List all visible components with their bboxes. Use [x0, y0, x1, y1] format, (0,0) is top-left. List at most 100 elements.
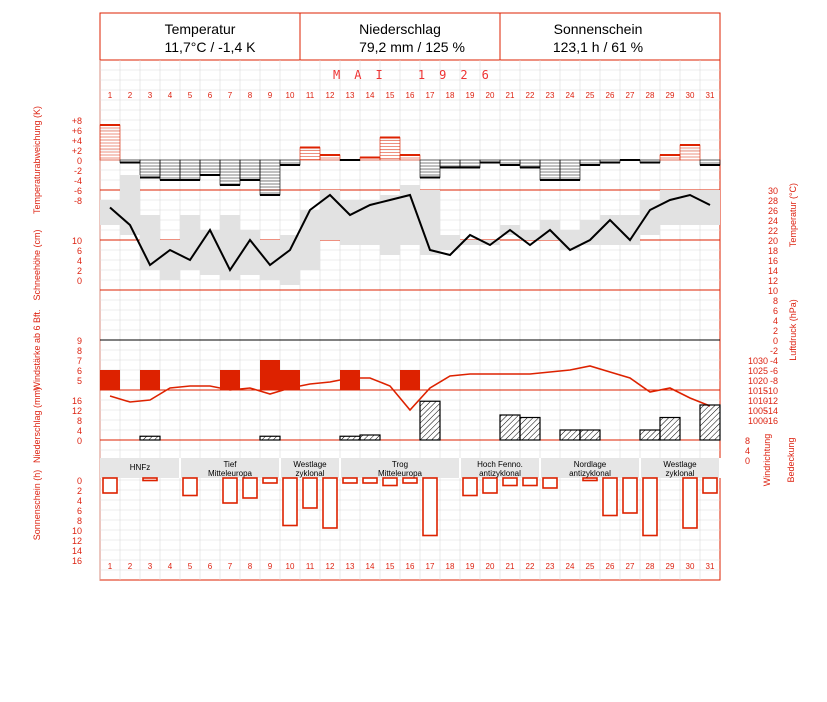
temperature-tick: -4	[770, 356, 778, 366]
weather-type-label: antizyklonal	[569, 469, 611, 478]
day-label-bottom: 24	[566, 562, 575, 571]
day-label-bottom: 18	[446, 562, 455, 571]
temp-range-bar	[280, 235, 300, 285]
day-label-bottom: 2	[128, 562, 133, 571]
precipitation-value: 79,2 mm / 125 %	[359, 39, 465, 55]
cloud-tick: 4	[745, 446, 750, 456]
temp-range-bar	[520, 230, 540, 240]
precipitation-bar	[339, 435, 361, 441]
temp-range-bar	[400, 185, 420, 245]
precipitation-bar	[259, 435, 281, 441]
temperature-tick: 10	[768, 286, 778, 296]
temperature-tick: -14	[765, 406, 778, 416]
temperature-tick: -2	[770, 346, 778, 356]
wind-tick: 6	[77, 366, 82, 376]
sunshine-tick: 16	[72, 556, 82, 566]
day-label-bottom: 10	[286, 562, 295, 571]
temp-deviation-tick: +2	[72, 146, 82, 156]
day-label-bottom: 12	[326, 562, 335, 571]
cloud-tick: 8	[745, 436, 750, 446]
temperature-label: Temperatur	[165, 21, 236, 37]
temperature-tick: 14	[768, 266, 778, 276]
sunshine-bar	[382, 477, 398, 487]
sunshine-bar	[682, 477, 698, 529]
sunshine-bar	[302, 477, 318, 509]
temp-range-bar	[300, 210, 320, 270]
temperature-tick: 18	[768, 246, 778, 256]
month-title: MAI 1926	[333, 68, 503, 82]
sunshine-bar	[142, 477, 158, 482]
wind-bar	[400, 370, 420, 390]
sunshine-bar	[642, 477, 658, 537]
day-label-bottom: 19	[466, 562, 475, 571]
temp-deviation-tick: +6	[72, 126, 82, 136]
temp-range-bar	[320, 190, 340, 240]
day-label-bottom: 1	[108, 562, 113, 571]
temp-range-bar	[100, 200, 120, 225]
day-label-bottom: 25	[586, 562, 595, 571]
wind-bar	[220, 370, 240, 390]
precipitation-bar	[499, 414, 521, 441]
sunshine-tick: 8	[77, 516, 82, 526]
weather-type-label: antizyklonal	[479, 469, 521, 478]
temp-deviation-bar	[459, 159, 481, 168]
sunshine-bar	[402, 477, 418, 484]
sunshine-label: Sonnenschein	[554, 21, 643, 37]
weather-type-label: HNFz	[130, 463, 150, 472]
sunshine-tick: 14	[72, 546, 82, 556]
temp-deviation-tick: -4	[74, 176, 82, 186]
day-label-bottom: 6	[208, 562, 213, 571]
day-label-top: 10	[286, 91, 295, 100]
temp-range-bar	[160, 240, 180, 280]
temperature-tick: -8	[770, 376, 778, 386]
day-label-top: 22	[526, 91, 535, 100]
precipitation-bar	[139, 435, 161, 441]
wind-tick: 8	[77, 346, 82, 356]
sunshine-value: 123,1 h / 61 %	[553, 39, 643, 55]
temp-range-bar	[380, 195, 400, 255]
precipitation-bar	[579, 429, 601, 441]
day-label-top: 26	[606, 91, 615, 100]
sunshine-tick: 4	[77, 496, 82, 506]
sunshine-bar	[622, 477, 638, 514]
sunshine-bar	[582, 477, 598, 482]
snow-tick: 10	[72, 236, 82, 246]
day-label-top: 18	[446, 91, 455, 100]
wind-tick: 5	[77, 376, 82, 386]
temp-range-bar	[240, 230, 260, 275]
day-label-top: 30	[686, 91, 695, 100]
precipitation-bar	[659, 416, 681, 441]
temp-deviation-tick: +8	[72, 116, 82, 126]
temperature-tick: 4	[773, 316, 778, 326]
precipitation-bar	[699, 404, 721, 441]
temperature-tick: 16	[768, 256, 778, 266]
pressure-tick: 1025	[748, 366, 768, 376]
chart-labels: 1122334455667788991010111112121313141415…	[32, 91, 798, 571]
day-label-bottom: 31	[706, 562, 715, 571]
weather-type-label: Hoch Fenno.	[477, 460, 523, 469]
temperature-tick: 8	[773, 296, 778, 306]
sunshine-tick: 2	[77, 486, 82, 496]
snow-tick: 6	[77, 246, 82, 256]
temp-range-bar	[420, 190, 440, 255]
day-label-top: 1	[108, 91, 113, 100]
day-label-top: 8	[248, 91, 253, 100]
temperature-value: 11,7°C / -1,4 K	[165, 39, 257, 55]
sunshine-bar	[522, 477, 538, 487]
sunshine-bar	[322, 477, 338, 529]
day-label-top: 21	[506, 91, 515, 100]
weather-type-label: Westlage	[293, 460, 327, 469]
wind-bar	[260, 360, 280, 390]
temp-range-bar	[200, 230, 220, 275]
header: Temperatur 11,7°C / -1,4 K Niederschlag …	[99, 12, 721, 61]
day-label-top: 13	[346, 91, 355, 100]
sunshine-bar	[182, 477, 198, 497]
pressure-axis-title: Luftdruck (hPa)	[788, 299, 798, 361]
day-label-bottom: 26	[606, 562, 615, 571]
day-label-bottom: 29	[666, 562, 675, 571]
day-label-top: 9	[268, 91, 273, 100]
temp-range-bar	[620, 215, 640, 245]
temp-deviation-bar	[439, 159, 461, 168]
day-label-bottom: 30	[686, 562, 695, 571]
day-label-bottom: 28	[646, 562, 655, 571]
